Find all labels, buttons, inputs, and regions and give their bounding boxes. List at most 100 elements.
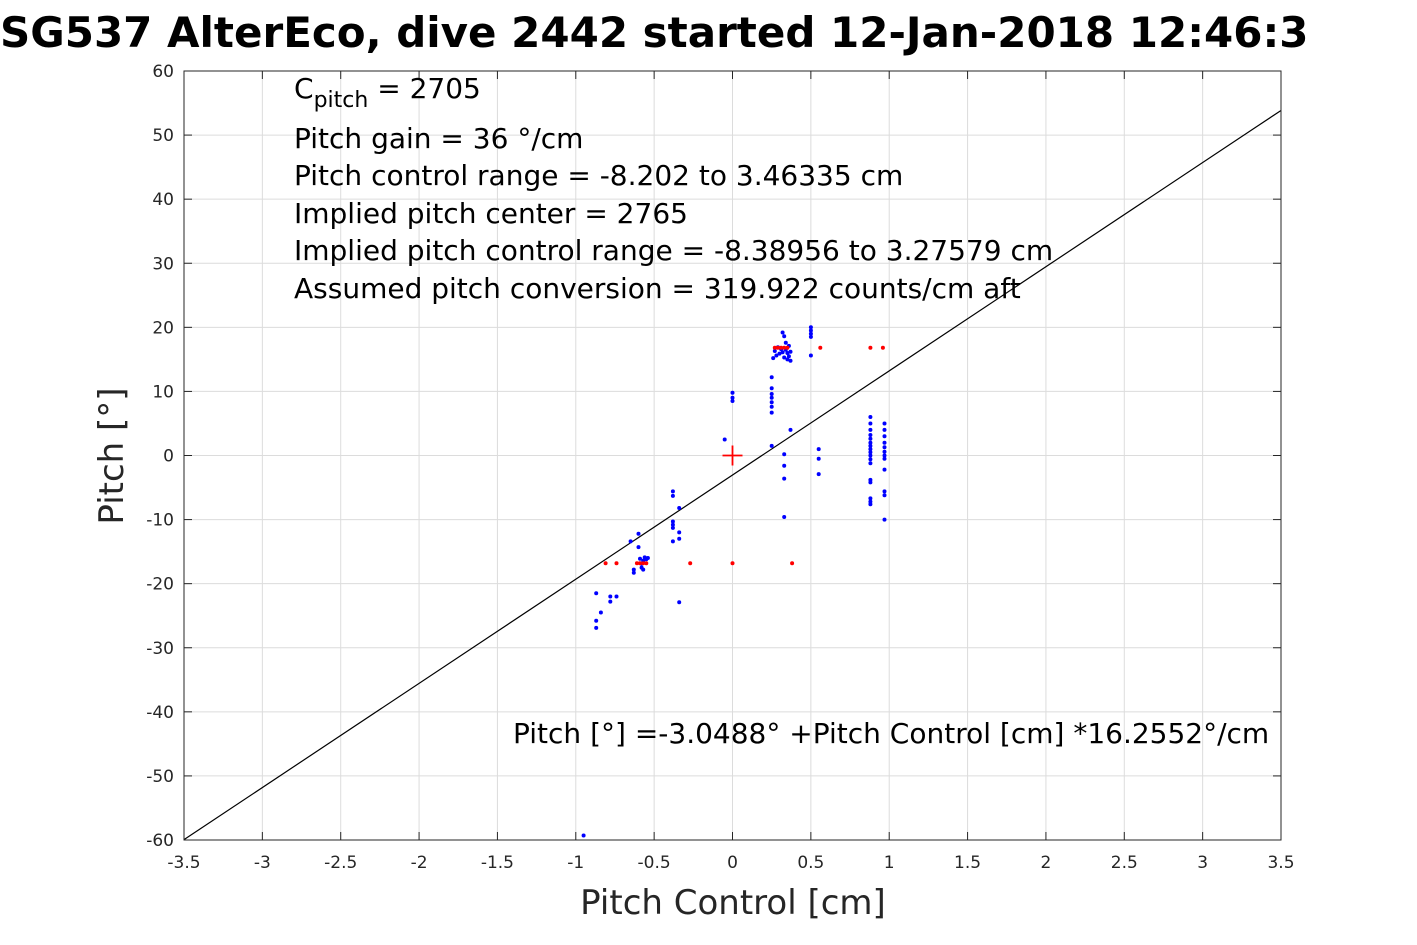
data-point-blue xyxy=(868,427,873,432)
x-tick-label: -1.5 xyxy=(481,853,514,873)
x-tick-label: 2 xyxy=(1041,853,1052,873)
data-point-blue xyxy=(868,502,873,507)
data-point-blue xyxy=(882,517,887,522)
data-point-blue xyxy=(782,355,787,360)
control-range-annotation: Pitch control range = -8.202 to 3.46335 … xyxy=(294,159,903,192)
data-point-blue xyxy=(782,463,787,468)
data-point-blue xyxy=(788,358,793,363)
data-point-blue xyxy=(868,443,873,448)
data-point-blue xyxy=(868,461,873,466)
data-point-blue xyxy=(868,457,873,462)
data-point-blue xyxy=(645,556,650,560)
c-pitch-annotation: Cpitch = 2705 xyxy=(294,72,481,113)
data-point-blue xyxy=(868,440,873,445)
data-point-blue xyxy=(594,625,599,630)
c-pitch-value: = 2705 xyxy=(368,72,481,105)
data-point-red xyxy=(775,345,780,350)
data-point-blue xyxy=(816,456,821,461)
c-pitch-subscript: pitch xyxy=(314,88,369,113)
data-point-blue xyxy=(670,539,675,544)
y-tick-label: -50 xyxy=(146,767,174,787)
data-point-blue xyxy=(782,334,787,339)
data-point-red xyxy=(880,345,885,350)
data-point-blue xyxy=(868,496,873,501)
data-point-blue xyxy=(769,410,774,415)
data-point-blue xyxy=(882,434,887,439)
data-point-blue xyxy=(677,536,682,541)
fit-line-layer xyxy=(183,109,1282,841)
y-tick-label: -10 xyxy=(146,511,174,531)
data-point-blue xyxy=(808,334,813,339)
implied-center-annotation: Implied pitch center = 2765 xyxy=(294,197,688,230)
data-point-blue xyxy=(677,600,682,605)
fit-equation-annotation: Pitch [°] =-3.0488° +Pitch Control [cm] … xyxy=(513,717,1269,750)
conversion-annotation: Assumed pitch conversion = 319.922 count… xyxy=(294,272,1021,305)
data-point-blue xyxy=(631,567,636,572)
data-point-blue xyxy=(774,353,779,358)
data-point-blue xyxy=(608,594,613,599)
data-point-red xyxy=(818,345,823,350)
data-point-blue xyxy=(816,447,821,452)
data-point-blue xyxy=(882,467,887,472)
data-point-blue xyxy=(641,567,646,572)
data-point-blue xyxy=(785,351,790,355)
data-point-red xyxy=(779,345,784,350)
y-axis-label: Pitch [°] xyxy=(92,387,132,524)
data-point-red xyxy=(730,561,735,566)
data-point-blue xyxy=(677,530,682,535)
data-point-red xyxy=(614,561,619,566)
x-tick-label: 0.5 xyxy=(797,853,824,873)
data-point-blue xyxy=(730,390,735,395)
data-point-blue xyxy=(816,472,821,477)
data-point-blue xyxy=(608,599,613,604)
y-tick-label: 30 xyxy=(152,254,174,274)
data-point-blue xyxy=(769,392,774,396)
center-marker-layer xyxy=(722,445,743,466)
data-point-blue xyxy=(882,453,887,458)
x-tick-label: 1 xyxy=(884,853,895,873)
data-point-blue xyxy=(670,525,675,530)
y-tick-label: 50 xyxy=(152,126,174,146)
implied-range-annotation: Implied pitch control range = -8.38956 t… xyxy=(294,234,1053,267)
data-point-blue xyxy=(783,340,788,345)
data-point-blue xyxy=(598,610,603,615)
data-point-blue xyxy=(581,833,586,838)
data-point-blue xyxy=(808,331,813,336)
data-point-blue xyxy=(631,570,636,575)
chart-title: SG537 AlterEco, dive 2442 started 12-Jan… xyxy=(0,8,1308,57)
data-point-blue xyxy=(782,515,787,519)
data-point-blue xyxy=(786,354,791,359)
parameter-annotations: Cpitch = 2705 Pitch gain = 36 °/cm Pitch… xyxy=(294,72,1053,305)
data-point-blue xyxy=(722,437,727,442)
data-point-blue xyxy=(769,375,774,380)
data-point-blue xyxy=(882,427,887,432)
x-tick-label: -2.5 xyxy=(324,853,357,873)
data-point-blue xyxy=(628,539,633,544)
x-tick-label: -3 xyxy=(254,853,271,873)
data-point-blue xyxy=(670,519,675,524)
data-point-blue xyxy=(808,353,813,358)
data-point-red xyxy=(785,345,790,350)
x-tick-label: 0 xyxy=(727,853,738,873)
data-point-red xyxy=(790,561,795,566)
data-point-blue xyxy=(730,395,735,400)
data-point-blue xyxy=(882,489,887,494)
x-axis-label: Pitch Control [cm] xyxy=(580,883,886,923)
data-point-blue xyxy=(594,618,599,623)
data-points xyxy=(581,325,887,838)
c-pitch-base: C xyxy=(294,72,314,105)
data-point-blue xyxy=(868,433,873,437)
x-tick-labels: -3.5 -3 -2.5 -2 -1.5 -1 -0.5 0 0.5 1 1.5 2 2.5 3 3.5 xyxy=(167,853,1294,873)
data-point-red xyxy=(638,561,642,566)
data-point-blue xyxy=(868,415,873,419)
y-tick-label: 10 xyxy=(152,382,174,402)
y-tick-label: -30 xyxy=(146,639,174,659)
data-point-red xyxy=(641,561,646,566)
y-tick-label: -20 xyxy=(146,575,174,595)
y-tick-label: 60 xyxy=(152,62,174,82)
y-tick-labels: 60 50 40 30 20 10 0 -10 -20 -30 -40 -50 -60 xyxy=(146,62,174,851)
y-tick-label: 20 xyxy=(152,318,174,338)
data-point-blue xyxy=(769,443,774,448)
data-point-blue xyxy=(788,349,793,354)
